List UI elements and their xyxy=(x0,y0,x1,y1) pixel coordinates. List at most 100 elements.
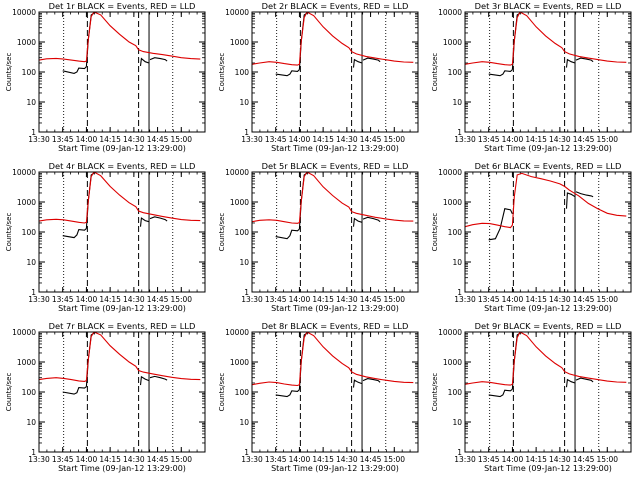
x-tick-label: 14:45 xyxy=(147,455,169,464)
detector-panel: Det 7r BLACK = Events, RED = LLD Start Ti… xyxy=(5,321,206,473)
x-tick-label: 14:15 xyxy=(525,295,547,304)
x-tick-label: 14:30 xyxy=(336,295,358,304)
panel-title: Det 2r BLACK = Events, RED = LLD xyxy=(262,1,409,11)
x-tick-label: 13:30 xyxy=(454,295,476,304)
y-tick-label: 1 xyxy=(457,448,462,457)
lld-series-line xyxy=(39,12,201,63)
events-series-line xyxy=(565,192,576,209)
y-tick-label: 1000 xyxy=(443,38,462,47)
x-tick-label: 14:15 xyxy=(312,295,334,304)
x-axis-label: Start Time (09-Jan-12 13:29:00) xyxy=(484,304,612,313)
x-tick-label: 14:00 xyxy=(502,295,524,304)
x-axis-label: Start Time (09-Jan-12 13:29:00) xyxy=(271,144,399,153)
detector-panel: Det 4r BLACK = Events, RED = LLD Start Ti… xyxy=(5,161,206,313)
plot-frame xyxy=(464,11,632,133)
panel-title: Det 7r BLACK = Events, RED = LLD xyxy=(49,321,196,331)
plot-frame xyxy=(251,171,419,293)
y-tick-label: 10 xyxy=(26,418,36,427)
x-tick-label: 13:45 xyxy=(478,455,500,464)
y-tick-label: 1 xyxy=(31,128,36,137)
y-tick-label: 10 xyxy=(452,258,462,267)
panel-title: Det 4r BLACK = Events, RED = LLD xyxy=(49,161,196,171)
lld-series-line xyxy=(252,12,414,66)
x-tick-label: 14:30 xyxy=(123,295,145,304)
y-tick-label: 100 xyxy=(22,388,37,397)
y-tick-label: 1000 xyxy=(230,38,249,47)
x-tick-label: 13:45 xyxy=(52,135,74,144)
x-tick-label: 15:00 xyxy=(383,295,405,304)
y-tick-label: 10 xyxy=(239,98,249,107)
plot-area xyxy=(252,12,414,132)
panel-title: Det 6r BLACK = Events, RED = LLD xyxy=(475,161,622,171)
lld-series-line xyxy=(252,172,414,224)
x-axis-label: Start Time (09-Jan-12 13:29:00) xyxy=(58,304,186,313)
x-tick-label: 14:15 xyxy=(312,135,334,144)
x-axis-label: Start Time (09-Jan-12 13:29:00) xyxy=(58,144,186,153)
x-tick-label: 14:15 xyxy=(525,455,547,464)
x-tick-label: 13:30 xyxy=(454,135,476,144)
y-axis-label: Counts/sec xyxy=(5,373,13,412)
x-tick-label: 14:00 xyxy=(289,455,311,464)
x-tick-label: 14:00 xyxy=(502,135,524,144)
y-tick-label: 10 xyxy=(239,258,249,267)
y-tick-label: 10000 xyxy=(12,168,36,177)
y-tick-label: 1000 xyxy=(443,358,462,367)
x-tick-label: 14:00 xyxy=(76,295,98,304)
x-tick-label: 14:45 xyxy=(360,295,382,304)
x-tick-label: 13:30 xyxy=(28,455,50,464)
x-tick-label: 14:30 xyxy=(336,135,358,144)
events-series-line xyxy=(488,388,513,398)
x-tick-label: 14:00 xyxy=(502,455,524,464)
x-tick-label: 15:00 xyxy=(596,455,618,464)
x-tick-label: 15:00 xyxy=(170,455,192,464)
panel-title: Det 3r BLACK = Events, RED = LLD xyxy=(475,1,622,11)
events-series-line xyxy=(62,228,87,239)
events-series-line xyxy=(575,377,594,383)
y-tick-label: 1000 xyxy=(17,38,36,47)
x-tick-label: 13:30 xyxy=(28,295,50,304)
x-tick-label: 13:30 xyxy=(454,455,476,464)
lld-series-line xyxy=(465,332,627,386)
y-axis-label: Counts/sec xyxy=(218,53,226,92)
y-axis-label: Counts/sec xyxy=(218,373,226,412)
y-tick-label: 1 xyxy=(457,128,462,137)
y-tick-label: 1000 xyxy=(17,198,36,207)
x-tick-label: 13:30 xyxy=(241,295,263,304)
x-tick-label: 13:30 xyxy=(28,135,50,144)
y-axis-label: Counts/sec xyxy=(431,373,439,412)
y-tick-label: 100 xyxy=(448,228,463,237)
events-series-line xyxy=(575,57,594,63)
events-series-line xyxy=(139,217,150,227)
x-tick-label: 14:45 xyxy=(360,455,382,464)
y-tick-label: 10000 xyxy=(225,8,249,17)
plot-area xyxy=(252,332,414,452)
x-tick-label: 15:00 xyxy=(383,455,405,464)
x-tick-label: 14:30 xyxy=(549,295,571,304)
y-tick-label: 100 xyxy=(448,388,463,397)
x-tick-label: 13:45 xyxy=(265,135,287,144)
x-tick-label: 15:00 xyxy=(596,295,618,304)
y-axis-label: Counts/sec xyxy=(431,53,439,92)
x-tick-label: 14:45 xyxy=(573,135,595,144)
events-series-line xyxy=(352,217,363,227)
y-tick-label: 100 xyxy=(235,388,250,397)
y-axis-label: Counts/sec xyxy=(431,213,439,252)
detector-panel: Det 9r BLACK = Events, RED = LLD Start Ti… xyxy=(431,321,632,473)
plot-frame xyxy=(464,171,632,293)
events-series-line xyxy=(575,191,594,198)
y-axis-label: Counts/sec xyxy=(5,213,13,252)
x-tick-label: 13:45 xyxy=(478,135,500,144)
events-series-line xyxy=(362,57,381,63)
lld-series-line xyxy=(39,172,201,224)
detector-panel: Det 5r BLACK = Events, RED = LLD Start Ti… xyxy=(218,161,419,313)
detector-panel: Det 8r BLACK = Events, RED = LLD Start Ti… xyxy=(218,321,419,473)
panel-title: Det 9r BLACK = Events, RED = LLD xyxy=(475,321,622,331)
y-tick-label: 1 xyxy=(457,288,462,297)
y-tick-label: 1 xyxy=(31,288,36,297)
events-series-line xyxy=(565,378,576,388)
x-tick-label: 13:45 xyxy=(265,455,287,464)
x-tick-label: 14:30 xyxy=(549,455,571,464)
y-tick-label: 100 xyxy=(448,68,463,77)
plot-area xyxy=(252,172,414,292)
